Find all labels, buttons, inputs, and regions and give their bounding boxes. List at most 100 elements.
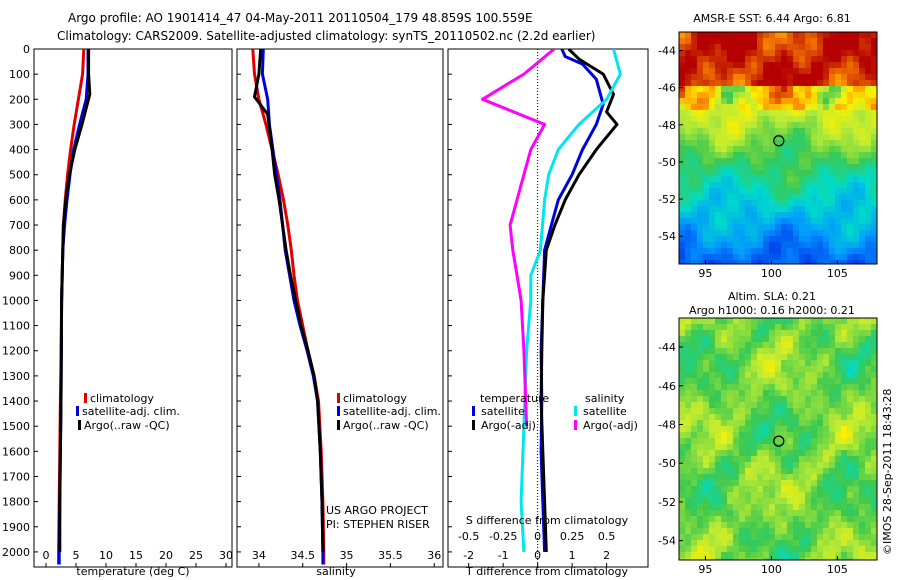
map-cell <box>775 188 781 194</box>
map-cell <box>811 318 817 324</box>
map-cell <box>679 116 685 122</box>
map-cell <box>721 122 727 128</box>
map-cell <box>805 98 811 104</box>
map-cell <box>745 110 751 116</box>
map-cell <box>823 498 829 504</box>
map-cell <box>721 516 727 522</box>
map-cell <box>739 528 745 534</box>
legend-label-t-argo: Argo(-adj) <box>481 419 536 432</box>
map-cell <box>835 360 841 366</box>
map-cell <box>799 480 805 486</box>
map-cell <box>853 354 859 360</box>
map-cell <box>865 528 871 534</box>
map-cell <box>847 104 853 110</box>
map-cell <box>823 254 829 260</box>
map-cell <box>769 164 775 170</box>
map-cell <box>691 456 697 462</box>
map-cell <box>865 140 871 146</box>
map-cell <box>691 56 697 62</box>
map-cell <box>853 342 859 348</box>
map-cell <box>841 558 847 560</box>
map-cell <box>859 504 865 510</box>
map-cell <box>751 56 757 62</box>
map-cell <box>709 516 715 522</box>
map-cell <box>721 372 727 378</box>
map-cell <box>721 354 727 360</box>
map-cell <box>805 134 811 140</box>
map-cell <box>775 110 781 116</box>
map-cell <box>691 146 697 152</box>
map-cell <box>805 206 811 212</box>
map-cell <box>775 402 781 408</box>
map-y-tick-label: -54 <box>658 230 676 243</box>
x-tick-label: 36 <box>427 549 441 562</box>
map-cell <box>859 444 865 450</box>
map-cell <box>829 546 835 552</box>
map-cell <box>805 254 811 260</box>
map-cell <box>691 552 697 558</box>
map-cell <box>841 38 847 44</box>
map-cell <box>853 116 859 122</box>
depth-tick-label: 800 <box>9 244 30 257</box>
map-cell <box>685 128 691 134</box>
map-cell <box>727 432 733 438</box>
map-cell <box>793 444 799 450</box>
map-cell <box>715 450 721 456</box>
map-cell <box>745 182 751 188</box>
map-cell <box>793 330 799 336</box>
map-cell <box>697 230 703 236</box>
map-cell <box>679 128 685 134</box>
map-cell <box>727 408 733 414</box>
map-cell <box>721 450 727 456</box>
map-cell <box>691 236 697 242</box>
map-cell <box>799 134 805 140</box>
map-cell <box>715 390 721 396</box>
map-cell <box>871 390 877 396</box>
map-cell <box>745 230 751 236</box>
map-cell <box>727 110 733 116</box>
map-cell <box>775 396 781 402</box>
map-cell <box>715 92 721 98</box>
map-cell <box>799 384 805 390</box>
map-cell <box>853 318 859 324</box>
map-cell <box>697 462 703 468</box>
map-cell <box>685 366 691 372</box>
map-cell <box>721 366 727 372</box>
map-cell <box>859 354 865 360</box>
map-cell <box>853 330 859 336</box>
map-cell <box>727 50 733 56</box>
map-cell <box>679 170 685 176</box>
map-cell <box>781 248 787 254</box>
map-cell <box>823 248 829 254</box>
map-cell <box>841 540 847 546</box>
map-cell <box>733 122 739 128</box>
map-cell <box>835 372 841 378</box>
map-cell <box>709 50 715 56</box>
map-cell <box>823 146 829 152</box>
map-cell <box>733 492 739 498</box>
map-cell <box>691 414 697 420</box>
map-cell <box>745 360 751 366</box>
map-cell <box>757 540 763 546</box>
map-cell <box>805 390 811 396</box>
map-cell <box>829 552 835 558</box>
map-cell <box>865 200 871 206</box>
map-cell <box>787 176 793 182</box>
map-cell <box>691 74 697 80</box>
map-cell <box>691 426 697 432</box>
map-cell <box>745 146 751 152</box>
map-cell <box>865 32 871 38</box>
map-cell <box>781 498 787 504</box>
map-cell <box>817 510 823 516</box>
map-cell <box>685 516 691 522</box>
map-cell <box>781 354 787 360</box>
map-cell <box>829 188 835 194</box>
map-cell <box>835 396 841 402</box>
map-cell <box>811 414 817 420</box>
map-cell <box>793 324 799 330</box>
map-cell <box>763 50 769 56</box>
map-cell <box>769 86 775 92</box>
map-cell <box>757 188 763 194</box>
map-cell <box>727 324 733 330</box>
map-cell <box>709 104 715 110</box>
